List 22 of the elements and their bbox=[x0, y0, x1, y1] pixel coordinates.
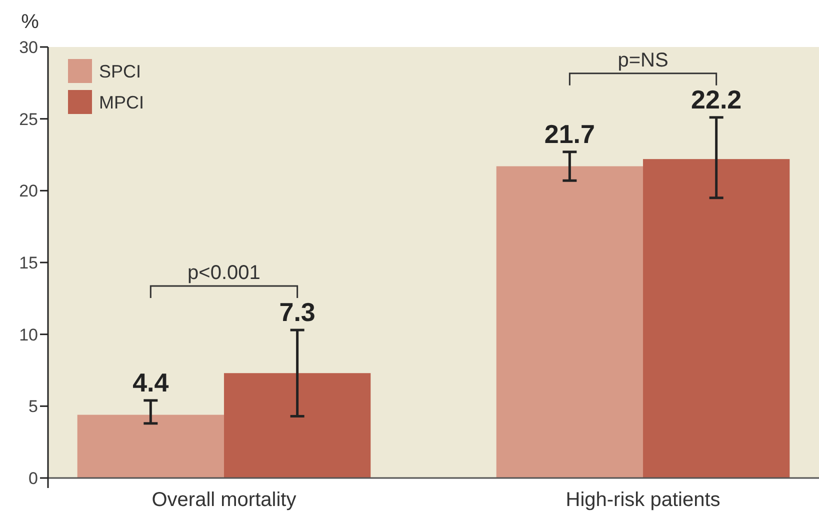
x-tick-label: Overall mortality bbox=[152, 489, 296, 511]
data-label: 21.7 bbox=[544, 118, 595, 149]
bar bbox=[643, 159, 790, 478]
y-tick-label: 10 bbox=[19, 325, 38, 344]
y-tick-label: 15 bbox=[19, 253, 38, 272]
data-label: 4.4 bbox=[132, 367, 170, 398]
data-label: 7.3 bbox=[279, 297, 316, 328]
legend-label: MPCI bbox=[99, 92, 144, 112]
legend-label: SPCI bbox=[99, 61, 142, 82]
y-tick-label: 25 bbox=[19, 110, 38, 129]
y-tick-label: 5 bbox=[28, 397, 38, 416]
y-tick-label: 0 bbox=[28, 468, 38, 488]
x-tick-label: High-risk patients bbox=[566, 489, 720, 511]
y-tick-label: 30 bbox=[19, 38, 38, 57]
y-tick-label: 20 bbox=[19, 182, 38, 201]
bar bbox=[496, 166, 644, 478]
bar bbox=[77, 414, 224, 478]
bar bbox=[224, 373, 371, 478]
annotation: p<0.001 bbox=[188, 262, 260, 284]
y-axis-title: % bbox=[21, 11, 40, 33]
data-label: 22.2 bbox=[691, 84, 742, 114]
annotation: p=NS bbox=[618, 49, 668, 72]
